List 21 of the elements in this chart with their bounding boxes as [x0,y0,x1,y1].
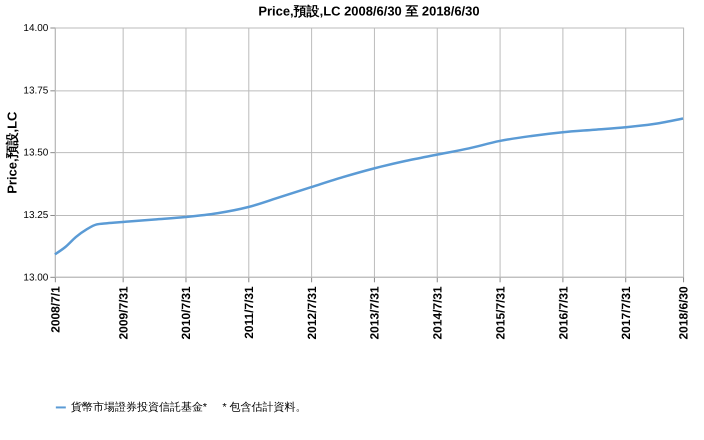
x-tick-label: 2016/7/31 [556,286,570,340]
y-tick-label: 13.25 [23,210,49,221]
x-tick-label: 2015/7/31 [493,286,508,340]
y-axis-title: Price,預設,LC [4,112,20,194]
x-tick-label: 2008/7/1 [48,286,62,333]
x-tick-label: 2014/7/31 [430,286,444,340]
x-tick-label: 2011/7/31 [242,286,256,339]
x-tick-label: 2009/7/31 [116,286,130,340]
text: * 包含估計資料。 [222,400,307,414]
y-tick-label: 13.75 [23,85,49,96]
line-series [54,117,684,256]
legend-label: 貨幣市場證券投資信託基金* [70,400,208,414]
y-tick-label: 13.00 [23,272,49,284]
x-tick-label: 2010/7/31 [179,286,194,340]
chart-title: Price,預設,LC 2008/6/30 至 2018/6/30 [258,4,480,19]
y-tick-label: 13.50 [23,148,49,159]
x-tick-label: 2018/6/30 [676,286,691,340]
x-tick-label: 2017/7/31 [619,286,634,340]
y-tick-label: 14.00 [23,23,49,34]
x-tick-label: 2013/7/31 [368,286,382,340]
x-tick-label: 2012/7/31 [304,286,319,340]
